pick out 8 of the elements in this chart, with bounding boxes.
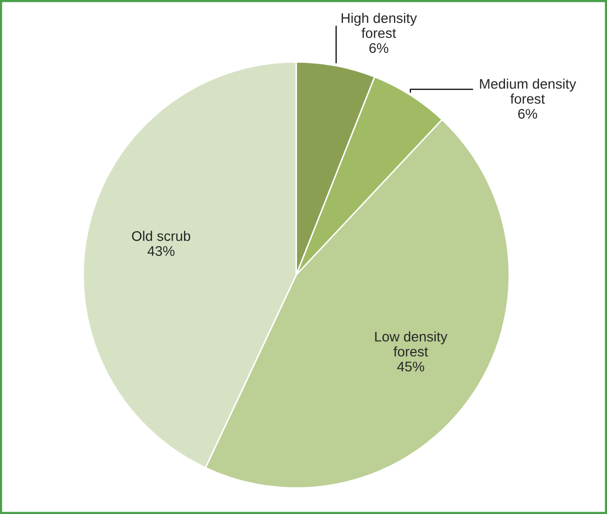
slice-label: Medium density forest: [480, 78, 576, 104]
data-label: 45%: [397, 362, 424, 372]
data-label: 6%: [518, 108, 538, 119]
slice-label: High density forest: [342, 12, 417, 38]
data-label: 43%: [147, 246, 174, 256]
slice-label: Low density forest: [375, 331, 448, 357]
slice-label: Old scrub: [132, 230, 190, 241]
data-label: 6%: [369, 43, 388, 53]
